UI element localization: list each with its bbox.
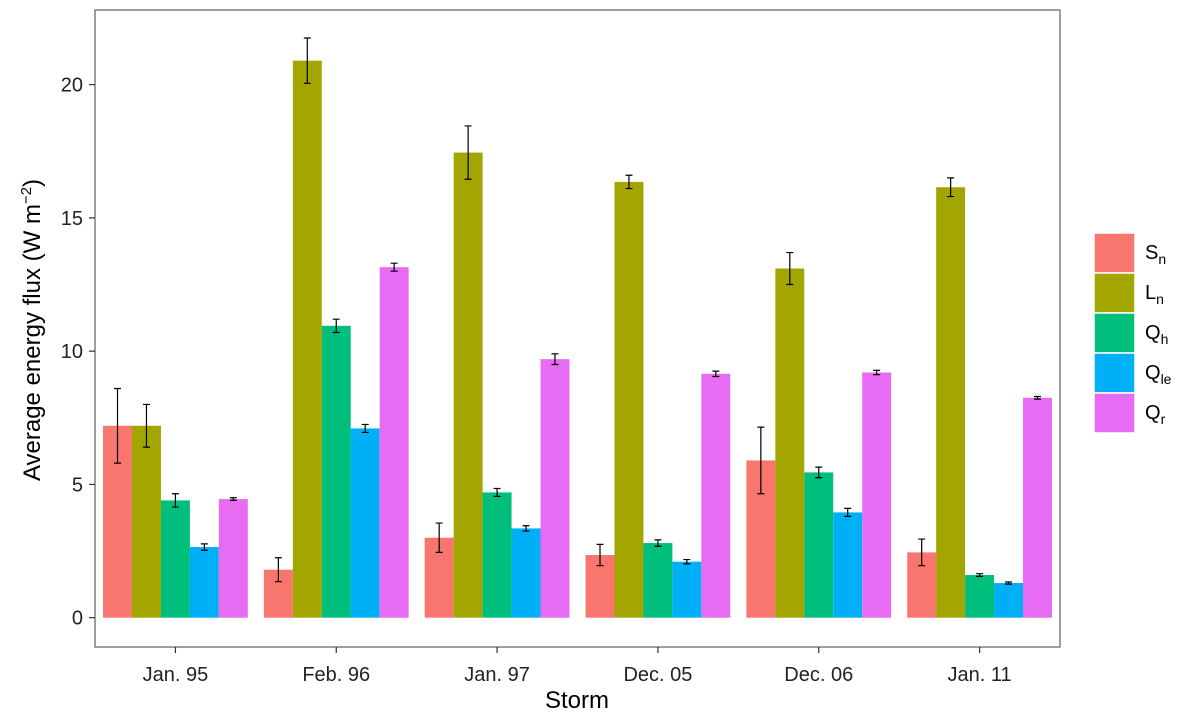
x-axis-title: Storm — [545, 687, 609, 713]
legend-key-qr — [1093, 392, 1136, 434]
error-bar-qh-2 — [493, 487, 501, 498]
error-bar-qr-5 — [1033, 395, 1041, 400]
y-tick-label: 10 — [61, 341, 83, 363]
error-bar-ln-3 — [625, 174, 633, 190]
bar-qle-5 — [994, 583, 1024, 618]
y-axis-title-superscript: −2 — [18, 187, 35, 204]
error-bar-sn-0 — [114, 387, 122, 464]
error-bar-qle-2 — [522, 525, 530, 532]
error-bar-qr-0 — [229, 497, 237, 502]
error-bar-qh-3 — [654, 539, 662, 547]
bar-ln-5 — [936, 187, 966, 618]
bar-qle-3 — [672, 561, 702, 618]
y-tick-label: 20 — [61, 75, 83, 97]
legend: Sn Ln Qh Qle Qr — [1093, 232, 1172, 434]
error-bar-ln-1 — [303, 37, 311, 84]
bar-qh-0 — [160, 500, 190, 618]
error-bar-sn-4 — [757, 426, 765, 495]
error-bar-qle-5 — [1005, 581, 1013, 585]
bar-qr-4 — [862, 372, 892, 618]
bar-qle-1 — [350, 428, 380, 618]
error-bar-sn-5 — [918, 538, 926, 567]
x-tick-label: Dec. 06 — [784, 664, 853, 686]
error-bar-sn-3 — [596, 543, 604, 567]
error-bar-qle-0 — [200, 543, 208, 551]
error-bar-ln-4 — [786, 251, 794, 286]
error-bar-qle-3 — [683, 558, 691, 565]
error-bar-qr-4 — [873, 369, 881, 376]
error-bar-ln-5 — [947, 177, 955, 198]
error-bar-ln-0 — [142, 403, 150, 448]
y-tick-label: 5 — [72, 474, 83, 496]
x-tick-label: Dec. 05 — [623, 664, 692, 686]
bar-ln-1 — [292, 60, 322, 618]
bar-ln-4 — [775, 268, 805, 618]
legend-label-sn: Sn — [1145, 242, 1166, 267]
bar-qr-0 — [218, 499, 248, 618]
bar-qle-2 — [511, 528, 541, 618]
bar-qle-4 — [833, 512, 863, 618]
bar-qh-4 — [804, 472, 834, 618]
error-bar-qr-3 — [712, 370, 720, 378]
y-axis-title-close: ) — [19, 179, 46, 187]
x-tick-label: Jan. 95 — [143, 664, 209, 686]
bar-qh-2 — [482, 492, 512, 618]
error-bar-qh-5 — [976, 573, 984, 577]
legend-key-ln — [1093, 272, 1136, 314]
plot-panel — [94, 9, 1061, 648]
y-axis-title-main: Average energy flux (W m — [19, 204, 46, 481]
bar-ln-2 — [453, 152, 483, 618]
error-bar-qr-1 — [390, 262, 398, 272]
x-tick-label: Jan. 11 — [948, 664, 1012, 686]
bar-qr-5 — [1023, 397, 1052, 618]
error-bar-qh-1 — [332, 318, 340, 334]
legend-label-ln: Ln — [1145, 282, 1164, 307]
error-bar-sn-1 — [274, 557, 282, 583]
bar-qr-3 — [701, 373, 731, 618]
y-tick-label: 15 — [61, 208, 83, 230]
bar-ln-3 — [614, 181, 644, 618]
bar-qh-1 — [321, 325, 351, 618]
y-tick-label: 0 — [72, 608, 83, 630]
y-axis-title: Average energy flux (W m−2) — [18, 179, 46, 481]
bar-qr-1 — [379, 267, 409, 618]
error-bar-sn-2 — [435, 522, 443, 553]
bars-layer — [103, 60, 1052, 618]
error-bars-layer — [114, 37, 1041, 585]
x-tick-label: Feb. 96 — [302, 664, 370, 686]
legend-label-qr: Qr — [1145, 402, 1166, 427]
error-bar-qle-4 — [844, 507, 852, 518]
legend-label-qle: Qle — [1145, 362, 1172, 387]
error-bar-qh-0 — [171, 493, 179, 508]
x-tick-label: Jan. 97 — [464, 664, 530, 686]
legend-key-qh — [1093, 312, 1136, 354]
y-axis: 0 5 10 15 20 — [61, 75, 95, 630]
legend-key-qle — [1093, 352, 1136, 394]
error-bar-qh-4 — [815, 466, 823, 479]
bar-qh-5 — [965, 575, 995, 618]
error-bar-qr-2 — [551, 353, 559, 366]
legend-label-qh: Qh — [1145, 322, 1168, 347]
error-bar-qle-1 — [361, 423, 369, 434]
legend-key-sn — [1093, 232, 1136, 274]
bar-qr-2 — [540, 359, 570, 618]
error-bar-ln-2 — [464, 125, 472, 180]
bar-qle-0 — [189, 547, 219, 618]
bar-ln-0 — [131, 425, 161, 618]
bar-qh-3 — [643, 543, 673, 618]
x-axis: Jan. 95 Feb. 96 Jan. 97 Dec. 05 Dec. 06 Jan. … — [143, 647, 1012, 686]
